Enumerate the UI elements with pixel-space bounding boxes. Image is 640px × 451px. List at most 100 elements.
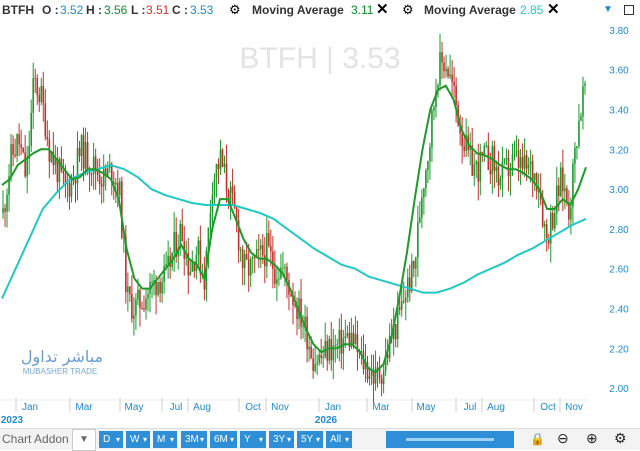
candle-body	[533, 173, 536, 181]
panel-square-icon[interactable]	[624, 5, 634, 15]
lock-icon[interactable]: 🔒	[530, 432, 545, 446]
candle-body	[42, 85, 45, 104]
candle-body	[535, 173, 538, 192]
candle-body	[22, 147, 24, 153]
settings-icon[interactable]: ⚙	[614, 430, 627, 446]
candle-body	[348, 332, 351, 348]
y-tick-label: 2.00	[609, 384, 629, 395]
ma1-gear-icon[interactable]: ⚙	[229, 2, 241, 17]
candle-body	[553, 213, 556, 229]
period-button-6m[interactable]: 6M	[210, 431, 237, 448]
candle-body	[340, 329, 343, 354]
range-slider[interactable]	[386, 431, 514, 448]
candle-body	[455, 85, 457, 105]
x-tick-label: May	[417, 402, 436, 413]
x-tick-label: Jan	[325, 402, 341, 413]
period-button-5y[interactable]: 5Y	[297, 431, 323, 448]
ma-slow-line	[1, 164, 587, 299]
candle-body	[137, 289, 139, 300]
candle-body	[121, 181, 123, 238]
candle-body	[274, 268, 276, 284]
candle-body	[143, 308, 145, 310]
candle-body	[402, 301, 405, 303]
candle-body	[8, 176, 10, 195]
zoom-in-icon[interactable]: ⊕	[586, 430, 598, 446]
x-tick-label: Oct	[540, 402, 556, 413]
period-button-m[interactable]: M	[153, 431, 177, 448]
candle-body	[32, 78, 35, 113]
candle-body	[398, 307, 401, 310]
chart-addon-dropdown-icon[interactable]: ▼	[72, 429, 96, 451]
candle-body	[296, 306, 298, 320]
candle-body	[189, 271, 192, 276]
candle-body	[237, 220, 240, 251]
candle-body	[394, 324, 397, 340]
candle-body	[525, 155, 528, 169]
candle-body	[376, 367, 379, 369]
period-button-w[interactable]: W	[126, 431, 150, 448]
zoom-out-icon[interactable]: ⊖	[557, 430, 569, 446]
candle-body	[481, 151, 484, 155]
x-tick-label: Jul	[170, 402, 183, 413]
candle-body	[70, 179, 73, 197]
candle-body	[408, 277, 411, 292]
logo-latin: MUBASHER TRADE	[23, 367, 98, 376]
period-button-y[interactable]: Y	[240, 431, 266, 448]
candle-body	[225, 163, 228, 191]
x-tick-label: Aug	[193, 402, 211, 413]
candle-body	[521, 157, 524, 169]
candle-body	[290, 294, 292, 297]
ma2-gear-icon[interactable]: ⚙	[402, 2, 414, 17]
candle-body	[261, 245, 264, 256]
candle-body	[257, 249, 260, 251]
candle-body	[284, 266, 286, 268]
candle-body	[547, 237, 550, 244]
close-value: 3.53	[190, 3, 214, 17]
candle-body	[233, 192, 236, 208]
candle-body	[20, 144, 22, 148]
candle-body	[76, 148, 79, 184]
candle-body	[384, 354, 387, 372]
candle-body	[86, 142, 89, 170]
candle-body	[574, 147, 576, 164]
candle-body	[141, 307, 143, 309]
candle-body	[227, 190, 230, 203]
x-axis: Jan Mar May Jul Aug Oct Nov Jan Mar May Jul Aug Oct N…	[1, 398, 583, 426]
period-button-d[interactable]: D	[99, 431, 123, 448]
low-value: 3.51	[146, 3, 170, 17]
candle-body	[334, 344, 337, 346]
candle-body	[229, 186, 232, 203]
y-tick-label: 3.80	[609, 26, 629, 37]
candle-body	[549, 212, 552, 244]
candle-body	[12, 144, 14, 155]
candle-body	[16, 134, 18, 156]
ma1-close-icon[interactable]: ✕	[376, 1, 389, 18]
period-button-all[interactable]: All	[326, 431, 352, 448]
candle-body	[64, 173, 67, 184]
candle-body	[562, 167, 564, 192]
x-tick-label: Mar	[372, 402, 390, 413]
ma2-close-icon[interactable]: ✕	[547, 1, 560, 18]
candle-body	[217, 163, 220, 169]
candle-body	[445, 68, 447, 72]
period-button-3y[interactable]: 3Y	[269, 431, 294, 448]
candle-body	[513, 151, 516, 155]
candle-body	[161, 281, 163, 294]
candle-body	[133, 315, 135, 319]
candle-body	[46, 136, 49, 140]
candle-body	[560, 167, 562, 196]
candle-body	[551, 212, 554, 229]
candle-body	[165, 264, 167, 267]
candle-body	[247, 259, 250, 276]
symbol-label: BTFH	[2, 3, 34, 17]
candle-body	[249, 258, 252, 276]
candle-body	[411, 260, 413, 292]
period-button-3m[interactable]: 3M	[181, 431, 207, 448]
candle-body	[330, 339, 333, 361]
dropdown-caret-icon[interactable]: ▼	[603, 4, 613, 15]
candle-body	[235, 207, 238, 221]
candle-body	[507, 157, 510, 176]
candle-body	[266, 233, 268, 267]
candle-body	[509, 168, 512, 176]
